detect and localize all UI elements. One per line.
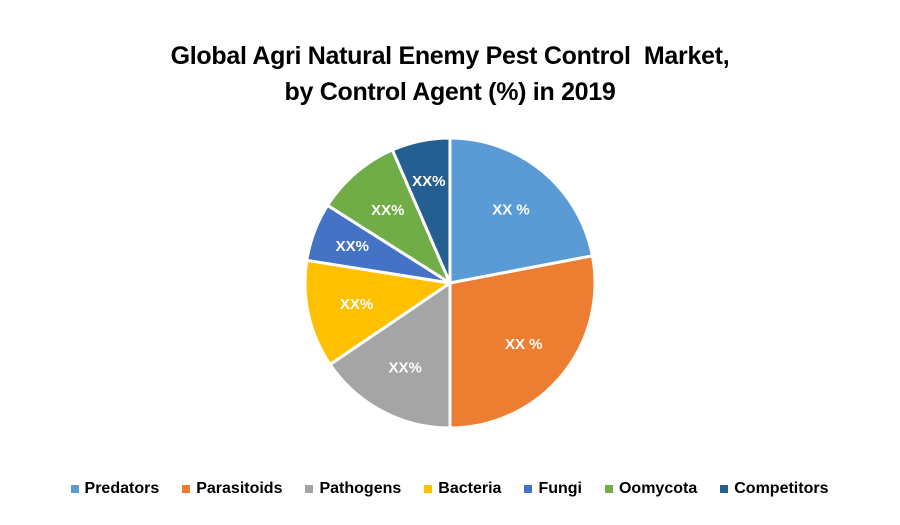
legend-label: Fungi <box>538 480 582 497</box>
pie-slice-pathogens <box>328 281 452 430</box>
pie-data-labels: XX % XX % XX% XX% XX% XX% XX% <box>336 173 543 377</box>
chart-legend: Predators Parasitoids Pathogens Bacteria… <box>0 480 900 498</box>
legend-label: Bacteria <box>438 480 502 497</box>
pie-slices <box>303 136 597 430</box>
legend-label: Parasitoids <box>196 480 283 497</box>
legend-item-fungi: Fungi <box>524 480 582 498</box>
legend-item-pathogens: Pathogens <box>305 480 401 498</box>
data-label-parasitoids: XX % <box>505 336 543 353</box>
legend-swatch-icon <box>182 485 191 493</box>
data-label-fungi: XX% <box>336 238 369 255</box>
pie-slice-predators <box>448 136 594 285</box>
chart-title-line-1: Global Agri Natural Enemy Pest Control M… <box>170 42 730 70</box>
pie-slice-parasitoids <box>448 254 597 430</box>
legend-item-oomycota: Oomycota <box>604 480 698 498</box>
chart-title-line-2: by Control Agent (%) in 2019 <box>284 78 616 106</box>
legend-swatch-icon <box>604 485 613 493</box>
legend-swatch-icon <box>70 485 79 493</box>
data-label-competitors: XX% <box>412 173 445 190</box>
legend-swatch-icon <box>424 485 433 493</box>
data-label-predators: XX % <box>492 201 530 218</box>
legend-label: Oomycota <box>618 480 698 497</box>
data-label-pathogens: XX% <box>389 360 422 377</box>
legend-item-bacteria: Bacteria <box>424 480 501 498</box>
data-label-oomycota: XX% <box>371 202 404 219</box>
legend-label: Pathogens <box>319 480 402 497</box>
pie-slice-competitors <box>390 136 452 285</box>
legend-swatch-icon <box>305 485 314 493</box>
data-label-bacteria: XX% <box>340 296 373 313</box>
legend-item-predators: Predators <box>70 480 160 498</box>
legend-item-parasitoids: Parasitoids <box>182 480 282 498</box>
pie-slice-bacteria <box>303 258 452 367</box>
pie-slice-oomycota <box>326 148 452 285</box>
legend-item-competitors: Competitors <box>720 480 828 498</box>
legend-label: Competitors <box>734 480 829 497</box>
legend-label: Predators <box>84 480 160 497</box>
chart-title: Global Agri Natural Enemy Pest Control M… <box>0 38 900 110</box>
legend-swatch-icon <box>720 485 729 493</box>
legend-swatch-icon <box>524 485 533 493</box>
